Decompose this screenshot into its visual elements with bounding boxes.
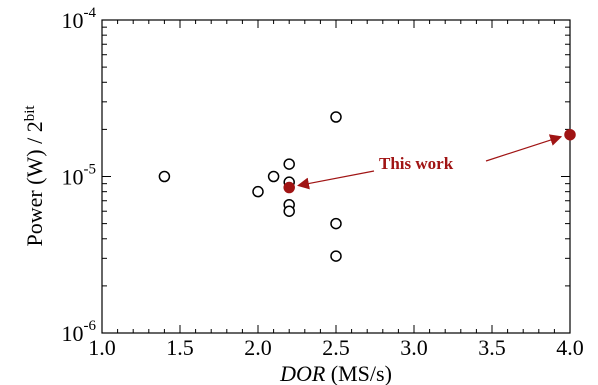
y-tick-base: 10 (62, 321, 84, 346)
y-tick-base: 10 (62, 8, 84, 33)
data-points (158, 111, 576, 262)
y-axis-label: Power (W) / 2bit (22, 105, 47, 247)
x-axis-label: DOR (MS/s) (279, 361, 392, 385)
annotation-arrow-left (297, 170, 375, 190)
reference-point (283, 158, 295, 170)
x-axis-label-italic: DOR (279, 361, 326, 385)
x-tick-label: 1.5 (166, 335, 194, 360)
annotation-label: This work (379, 154, 454, 173)
this-work-point (564, 128, 576, 141)
x-tick-label: 2.5 (322, 335, 350, 360)
tick-labels: 1.0 1.5 2.0 2.5 3.0 3.5 4.010-610-510-4 (62, 5, 584, 360)
y-tick-exponent: -4 (84, 5, 97, 21)
y-tick-exponent: -6 (84, 318, 97, 334)
plot-frame (101, 19, 571, 334)
axis-ticks (101, 19, 571, 334)
reference-point (252, 185, 264, 198)
annotation-arrow-right (485, 134, 563, 162)
y-tick-label: 10-4 (62, 5, 97, 33)
y-tick-exponent: -5 (84, 162, 97, 178)
x-axis-label-units: (MS/s) (325, 361, 392, 385)
x-tick-label: 1.0 (88, 335, 116, 360)
annotation-group: This work (297, 134, 563, 190)
y-tick-base: 10 (62, 165, 84, 190)
reference-point (330, 250, 342, 262)
x-tick-label: 4.0 (556, 335, 584, 360)
y-axis-label-sup: bit (22, 105, 38, 122)
reference-point (158, 170, 171, 183)
y-tick-label: 10-6 (62, 318, 97, 346)
reference-point (283, 205, 295, 217)
reference-point (267, 170, 280, 183)
y-tick-label: 10-5 (62, 162, 97, 190)
reference-point (330, 111, 342, 123)
y-axis-label-main: Power (W) / 2 (22, 121, 47, 246)
x-tick-label: 3.0 (400, 335, 428, 360)
this-work-point (283, 181, 295, 194)
x-tick-label: 3.5 (478, 335, 506, 360)
x-tick-label: 2.0 (244, 335, 272, 360)
reference-point (330, 217, 342, 230)
